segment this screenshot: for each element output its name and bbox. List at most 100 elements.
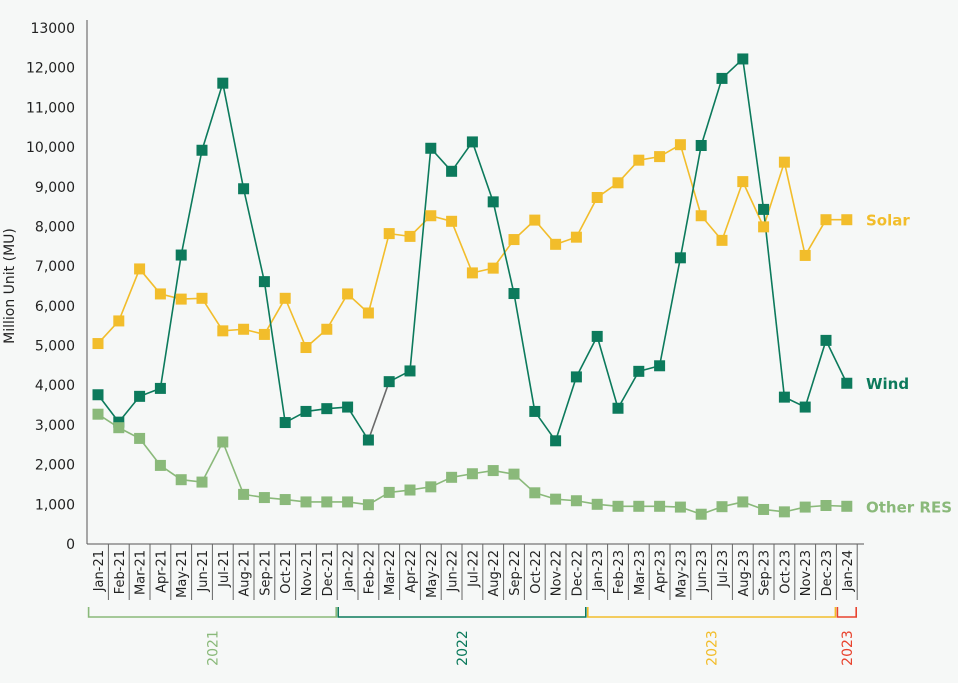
solar-line-segment <box>326 293 349 330</box>
solar-marker <box>342 288 354 300</box>
year-label: 2022 <box>455 630 471 666</box>
solar-marker <box>612 177 624 189</box>
wind-marker <box>154 382 166 394</box>
wind-marker <box>362 434 374 446</box>
other-res-marker <box>612 500 624 512</box>
x-tick-label: Oct-21 <box>279 550 294 594</box>
y-axis-title: Million Unit (MU) <box>2 228 18 344</box>
other-res-marker <box>425 481 437 493</box>
x-tick-label: Sep-23 <box>758 550 773 596</box>
year-bracket <box>337 607 587 618</box>
solar-marker <box>799 249 811 261</box>
other-res-marker <box>258 492 270 504</box>
wind-marker <box>425 142 437 154</box>
x-tick-label: Nov-22 <box>550 550 565 596</box>
solar-marker <box>300 342 312 354</box>
x-tick-label: May-21 <box>175 550 190 598</box>
y-tick-label: 2,000 <box>35 458 75 474</box>
other-res-marker <box>446 471 458 483</box>
x-tick-label: Aug-21 <box>238 550 253 597</box>
other-res-marker <box>508 468 520 480</box>
y-tick-label: 0 <box>66 537 75 553</box>
solar-marker <box>695 210 707 222</box>
y-tick-label: 1,000 <box>35 497 75 513</box>
wind-marker <box>113 416 125 428</box>
x-tick-label: Mar-23 <box>633 550 648 595</box>
solar-marker <box>362 307 374 319</box>
x-tick-label: Aug-22 <box>487 550 502 597</box>
other-res-marker <box>758 503 770 515</box>
x-tick-label: Dec-23 <box>820 550 835 596</box>
wind-line-segment <box>554 376 578 442</box>
other-res-marker <box>321 496 333 508</box>
x-tick-label: Mar-21 <box>134 550 149 595</box>
solar-marker <box>570 231 582 243</box>
wind-line-segment <box>513 293 536 412</box>
x-tick-label: Jul-21 <box>217 550 232 588</box>
wind-marker <box>508 288 520 300</box>
wind-marker <box>758 203 770 215</box>
wind-marker <box>238 183 250 195</box>
solar-marker <box>175 293 187 305</box>
x-tick-label: Apr-21 <box>154 550 169 593</box>
wind-marker <box>196 144 208 156</box>
wind-line-segment <box>180 150 203 256</box>
wind-line-segment <box>804 340 827 408</box>
solar-marker <box>737 176 749 188</box>
other-res-marker <box>778 506 790 518</box>
wind-marker <box>446 165 458 177</box>
wind-marker <box>550 435 562 447</box>
year-bracket <box>87 607 337 618</box>
other-res-marker <box>113 422 125 434</box>
solar-marker <box>113 315 125 327</box>
x-tick-label: Dec-21 <box>321 550 336 596</box>
x-tick-label: Apr-23 <box>654 550 669 593</box>
solar-marker <box>508 234 520 246</box>
year-bracket <box>836 607 857 618</box>
y-tick-label: 13000 <box>30 21 75 37</box>
y-tick-label: 7,000 <box>35 259 75 275</box>
year-groups: 2021 2022 2023 2023 <box>87 607 857 666</box>
solar-line-segment <box>783 161 806 256</box>
solar-marker <box>778 156 790 168</box>
wind-label: Wind <box>866 375 909 393</box>
wind-marker <box>300 405 312 417</box>
wind-marker <box>321 403 333 415</box>
other-res-marker <box>466 468 478 480</box>
y-tick-label: 10,000 <box>26 140 75 156</box>
solar-line-segment <box>804 219 827 256</box>
x-tick-label: Oct-22 <box>529 550 544 594</box>
x-tick-label: Dec-22 <box>570 550 585 596</box>
solar-marker <box>674 139 686 151</box>
other-res-marker <box>841 500 853 512</box>
wind-marker <box>466 136 478 148</box>
other-res-marker <box>279 494 291 506</box>
solar-marker <box>820 214 832 226</box>
other-res-marker <box>591 498 603 510</box>
x-tick-label: Feb-21 <box>113 550 128 594</box>
other-res-marker <box>342 496 354 508</box>
solar-label: Solar <box>866 212 910 230</box>
wind-marker <box>716 72 728 84</box>
wind-line-segment <box>596 336 619 409</box>
solar-line-segment <box>742 181 765 228</box>
other-res-marker <box>175 474 187 486</box>
solar-line-segment <box>762 161 786 228</box>
axes: 0 1,000 2,000 3,000 4,000 5,000 6,000 7,000 8,00… <box>2 20 864 600</box>
series-markers <box>92 53 853 520</box>
x-tick-label: Jan-21 <box>92 550 107 592</box>
other-res-marker <box>404 484 416 496</box>
series-labels: Solar Wind Other RES <box>866 212 952 517</box>
solar-line-segment <box>284 297 307 348</box>
other-res-marker <box>383 486 395 498</box>
other-res-marker <box>154 459 166 471</box>
wind-line-segment <box>222 83 245 189</box>
solar-marker <box>591 191 603 203</box>
solar-marker <box>217 325 229 337</box>
solar-marker <box>196 292 208 304</box>
wind-marker <box>92 389 104 401</box>
solar-line-segment <box>679 144 702 216</box>
x-tick-label: Feb-22 <box>362 550 377 594</box>
solar-marker <box>550 238 562 250</box>
